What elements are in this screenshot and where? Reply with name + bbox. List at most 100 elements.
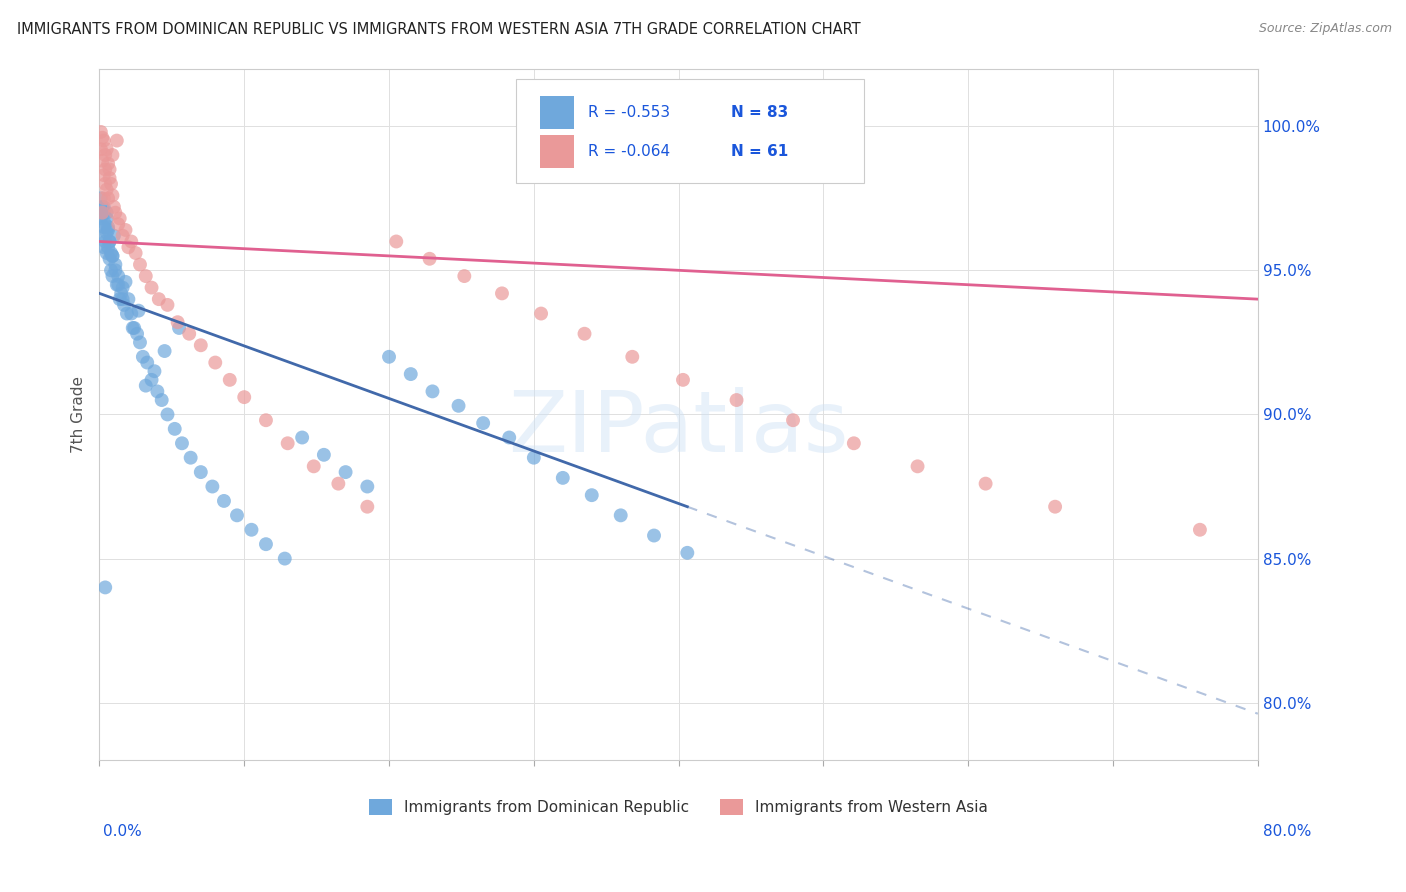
Point bbox=[93, 240, 115, 254]
Point bbox=[170, 436, 193, 450]
Point bbox=[112, 298, 135, 312]
Point bbox=[90, 125, 112, 139]
Point bbox=[179, 326, 201, 341]
Point bbox=[107, 269, 129, 284]
Point bbox=[117, 240, 139, 254]
Point bbox=[125, 326, 148, 341]
Point bbox=[190, 338, 212, 352]
Point bbox=[574, 326, 596, 341]
Point bbox=[115, 307, 138, 321]
Bar bbox=[540, 135, 575, 169]
Point bbox=[129, 335, 152, 350]
Point bbox=[91, 153, 114, 168]
Point bbox=[94, 177, 117, 191]
Point bbox=[93, 134, 115, 148]
Point bbox=[782, 413, 804, 427]
Point bbox=[107, 277, 129, 292]
Point bbox=[156, 408, 179, 422]
Text: Source: ZipAtlas.com: Source: ZipAtlas.com bbox=[1258, 22, 1392, 36]
Point bbox=[120, 235, 142, 249]
Point bbox=[609, 508, 631, 523]
Point bbox=[146, 384, 169, 399]
Point bbox=[120, 307, 142, 321]
Point bbox=[122, 321, 145, 335]
Point bbox=[91, 130, 114, 145]
Text: N = 83: N = 83 bbox=[731, 104, 787, 120]
Point bbox=[581, 488, 603, 502]
Y-axis label: 7th Grade: 7th Grade bbox=[72, 376, 86, 453]
Point bbox=[93, 200, 115, 214]
Point bbox=[356, 479, 378, 493]
Point bbox=[94, 162, 117, 177]
Point bbox=[907, 459, 929, 474]
Point bbox=[399, 367, 422, 381]
Point bbox=[96, 226, 118, 240]
Point bbox=[212, 494, 235, 508]
Text: ZIPatlas: ZIPatlas bbox=[509, 387, 849, 470]
Point bbox=[141, 373, 163, 387]
Point bbox=[190, 465, 212, 479]
Point bbox=[419, 252, 441, 266]
Point bbox=[96, 205, 118, 219]
Point bbox=[91, 205, 114, 219]
Point bbox=[117, 292, 139, 306]
Point bbox=[233, 390, 256, 404]
Point bbox=[150, 392, 173, 407]
Bar bbox=[540, 95, 575, 128]
Point bbox=[453, 269, 475, 284]
Point bbox=[136, 355, 159, 369]
Point bbox=[135, 378, 157, 392]
Point bbox=[163, 422, 186, 436]
Point bbox=[240, 523, 263, 537]
Point bbox=[180, 450, 202, 465]
Point bbox=[94, 217, 117, 231]
FancyBboxPatch shape bbox=[516, 78, 863, 183]
Point bbox=[472, 416, 495, 430]
Point bbox=[105, 277, 128, 292]
Text: IMMIGRANTS FROM DOMINICAN REPUBLIC VS IMMIGRANTS FROM WESTERN ASIA 7TH GRADE COR: IMMIGRANTS FROM DOMINICAN REPUBLIC VS IM… bbox=[17, 22, 860, 37]
Point bbox=[96, 142, 118, 156]
Point bbox=[621, 350, 644, 364]
Point bbox=[842, 436, 865, 450]
Point bbox=[121, 321, 143, 335]
Point bbox=[97, 220, 120, 235]
Point bbox=[111, 280, 134, 294]
Point bbox=[101, 148, 124, 162]
Point bbox=[156, 298, 179, 312]
Point bbox=[97, 191, 120, 205]
Point bbox=[551, 471, 574, 485]
Point bbox=[90, 211, 112, 226]
Point bbox=[103, 228, 125, 243]
Point bbox=[104, 263, 127, 277]
Point bbox=[100, 177, 122, 191]
Point bbox=[1043, 500, 1066, 514]
Point bbox=[100, 246, 122, 260]
Point bbox=[98, 171, 121, 186]
Point bbox=[111, 228, 134, 243]
Point bbox=[328, 476, 350, 491]
Point bbox=[167, 321, 190, 335]
Point bbox=[676, 546, 699, 560]
Point bbox=[91, 205, 114, 219]
Point bbox=[148, 292, 170, 306]
Point bbox=[100, 263, 122, 277]
Point bbox=[101, 269, 124, 284]
Point bbox=[277, 436, 299, 450]
Point bbox=[94, 148, 117, 162]
Point bbox=[143, 364, 166, 378]
Point bbox=[111, 292, 134, 306]
Point bbox=[110, 286, 132, 301]
Point bbox=[153, 344, 176, 359]
Point bbox=[90, 142, 112, 156]
Point bbox=[254, 413, 277, 427]
Point bbox=[498, 430, 520, 444]
Point bbox=[97, 156, 120, 170]
Point bbox=[312, 448, 335, 462]
Point bbox=[105, 134, 128, 148]
Point bbox=[114, 275, 136, 289]
Point bbox=[107, 217, 129, 231]
Point bbox=[90, 191, 112, 205]
Point bbox=[98, 235, 121, 249]
Point bbox=[97, 240, 120, 254]
Point bbox=[643, 528, 665, 542]
